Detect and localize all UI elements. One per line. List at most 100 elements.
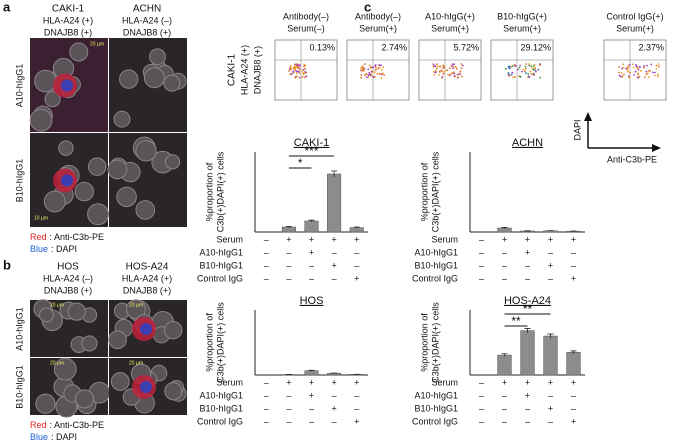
flow-dot xyxy=(453,66,455,68)
flow-dot xyxy=(380,64,382,66)
condition-sign: + xyxy=(331,377,336,387)
flow-dot xyxy=(294,68,296,70)
cell xyxy=(30,109,52,131)
condition-sign: – xyxy=(332,390,337,400)
flow-dot xyxy=(461,76,463,78)
flow-dot xyxy=(521,71,523,73)
condition-sign: – xyxy=(309,273,314,283)
flow-dot xyxy=(625,68,627,70)
cell xyxy=(75,182,93,200)
nucleus xyxy=(61,80,73,92)
condition-sign: – xyxy=(571,390,576,400)
flow-dot xyxy=(528,63,530,65)
condition-label: B10-hIgG1 xyxy=(414,403,458,413)
condition-sign: – xyxy=(264,416,269,426)
condition-sign: – xyxy=(264,377,269,387)
flow-dot xyxy=(629,64,631,66)
flow-dot xyxy=(522,69,524,71)
row-label: B10-hIgG1 xyxy=(14,159,24,203)
flow-dot xyxy=(361,74,363,76)
condition-sign: – xyxy=(264,273,269,283)
flow-dot xyxy=(627,69,629,71)
plot-title: Serum(+) xyxy=(616,23,654,33)
flow-dot xyxy=(534,67,536,69)
flow-dot xyxy=(299,77,301,79)
condition-sign: + xyxy=(331,403,336,413)
flow-dot xyxy=(360,77,362,79)
flow-dot xyxy=(444,70,446,72)
condition-sign: + xyxy=(502,234,507,244)
condition-sign: – xyxy=(264,247,269,257)
flow-dot xyxy=(654,75,656,77)
flow-dot xyxy=(303,74,305,76)
flow-dot xyxy=(447,74,449,76)
flow-dot xyxy=(451,72,453,74)
legend-text: : DAPI xyxy=(51,432,77,442)
flow-dot xyxy=(459,71,461,73)
flow-dot xyxy=(364,63,366,65)
y-axis-label: C3b(+)DAPI(+) cells xyxy=(215,151,225,232)
flow-dot xyxy=(362,65,364,67)
flow-dot xyxy=(527,73,529,75)
flow-dot xyxy=(524,66,526,68)
flow-dot xyxy=(658,63,660,65)
flow-dot xyxy=(299,72,301,74)
condition-sign: – xyxy=(502,416,507,426)
condition-sign: – xyxy=(354,247,359,257)
flow-dot xyxy=(453,63,455,65)
flow-dot xyxy=(367,69,369,71)
flow-dot xyxy=(640,70,642,72)
flow-dot xyxy=(620,75,622,77)
condition-sign: + xyxy=(286,234,291,244)
condition-sign: – xyxy=(286,390,291,400)
row-label: CAKI-1 xyxy=(227,53,238,86)
condition-sign: – xyxy=(548,390,553,400)
condition-sign: – xyxy=(286,273,291,283)
cell xyxy=(165,383,182,400)
flow-dot xyxy=(646,65,648,67)
condition-sign: – xyxy=(332,247,337,257)
cell xyxy=(136,141,156,161)
nucleus xyxy=(140,381,152,393)
row-label: B10-hIgG1 xyxy=(14,365,24,409)
flow-dot xyxy=(525,68,527,70)
flow-dot xyxy=(648,70,650,72)
column-header: HLA-A24 (–) xyxy=(43,273,93,283)
condition-sign: – xyxy=(286,247,291,257)
significance-label: ** xyxy=(523,302,533,316)
flow-dot xyxy=(525,63,527,65)
condition-label: B10-hIgG1 xyxy=(199,260,243,270)
bar xyxy=(282,227,296,232)
bar xyxy=(305,371,319,375)
flow-dot xyxy=(362,69,364,71)
condition-sign: – xyxy=(332,416,337,426)
y-axis-label: %proportion of xyxy=(419,162,429,221)
flow-dot xyxy=(305,72,307,74)
condition-sign: – xyxy=(264,234,269,244)
flow-dot xyxy=(644,76,646,78)
column-header: DNAJB8 (+) xyxy=(44,285,92,295)
legend-color: Red xyxy=(30,420,47,430)
y-axis-label: %proportion of xyxy=(204,313,214,372)
cell xyxy=(35,70,57,92)
condition-sign: – xyxy=(354,403,359,413)
flow-dot xyxy=(433,63,435,65)
flow-dot xyxy=(539,64,541,66)
flow-dot xyxy=(622,63,624,65)
cell xyxy=(164,321,181,338)
flow-dot xyxy=(524,70,526,72)
flow-dot xyxy=(648,76,650,78)
plot-title: Serum(+) xyxy=(359,23,397,33)
condition-label: A10-hIgG1 xyxy=(199,247,243,257)
scale-bar-label: 10 μm xyxy=(34,215,48,221)
condition-sign: – xyxy=(354,260,359,270)
flow-dot xyxy=(293,67,295,69)
flow-dot xyxy=(371,75,373,77)
condition-sign: – xyxy=(479,273,484,283)
plot-percent: 5.72% xyxy=(453,42,479,52)
condition-sign: + xyxy=(502,377,507,387)
cell xyxy=(120,70,138,88)
condition-sign: + xyxy=(548,260,553,270)
flow-dot xyxy=(437,65,439,67)
